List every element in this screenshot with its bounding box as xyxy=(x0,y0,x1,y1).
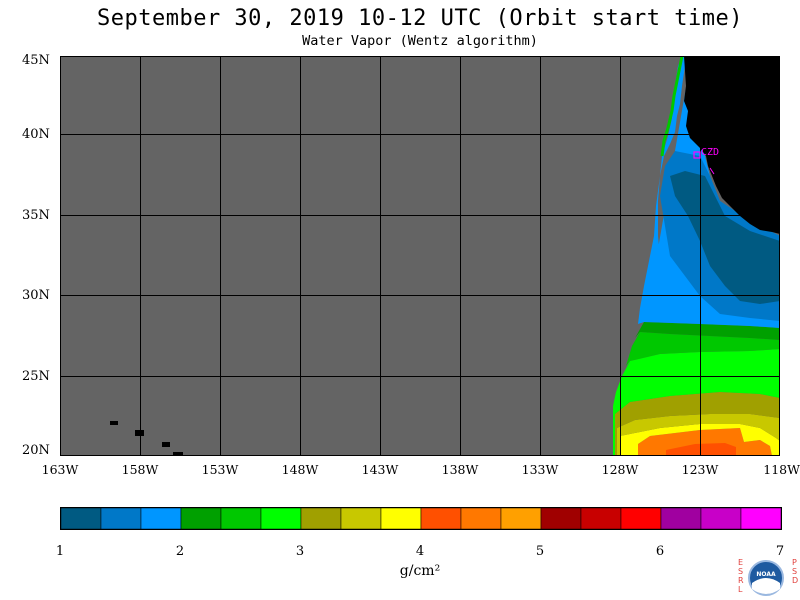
lon-label-118w: 118W xyxy=(763,462,800,477)
wv-band-3-6-3-8 xyxy=(617,414,780,456)
colorbar-swatch xyxy=(700,507,742,530)
colorbar-swatch xyxy=(540,507,582,530)
colorbar-tick-2: 2 xyxy=(175,544,185,559)
lon-label-163w: 163W xyxy=(41,462,79,477)
colorbar-swatch xyxy=(260,507,302,530)
lon-label-143w: 143W xyxy=(361,462,399,477)
colorbar-tick-5: 5 xyxy=(535,544,545,559)
colorbar-swatch xyxy=(60,507,102,530)
colorbar-swatch xyxy=(100,507,142,530)
map-subtitle: Water Vapor (Wentz algorithm) xyxy=(302,33,538,49)
colorbar-tick-4: 4 xyxy=(415,544,425,559)
colorbar-swatch xyxy=(300,507,342,530)
lon-label-123w: 123W xyxy=(681,462,719,477)
station-label-czd: CZD xyxy=(701,147,719,158)
colorbar-swatch xyxy=(420,507,462,530)
lat-label-45n: 45N xyxy=(22,53,50,68)
lon-label-158w: 158W xyxy=(121,462,159,477)
wv-band-2-3-2-6 xyxy=(626,332,780,366)
wv-band-2-2-3 xyxy=(635,322,780,340)
colorbar-swatch xyxy=(660,507,702,530)
colorbar-swatch xyxy=(500,507,542,530)
colorbar-tick-3: 3 xyxy=(295,544,305,559)
lat-lon-grid xyxy=(60,56,780,456)
coast-green-rim xyxy=(660,56,684,157)
colorbar-swatch xyxy=(220,507,262,530)
wv-band-2-6-3-3 xyxy=(613,349,780,456)
colorbar-swatch xyxy=(740,507,782,530)
colorbar-units: g/cm² xyxy=(399,563,441,579)
station-marker-czd xyxy=(693,151,701,159)
wv-band-1-1-3 xyxy=(670,171,780,304)
lon-label-128w: 128W xyxy=(601,462,639,477)
colorbar xyxy=(60,507,782,530)
water-vapor-map: CZD xyxy=(60,56,780,456)
colorbar-swatch xyxy=(180,507,222,530)
wv-band-3-8-4 xyxy=(620,424,780,456)
land-mass xyxy=(684,56,780,234)
lon-label-133w: 133W xyxy=(521,462,559,477)
lon-label-138w: 138W xyxy=(441,462,479,477)
colorbar-tick-6: 6 xyxy=(655,544,665,559)
colorbar-swatch xyxy=(620,507,662,530)
lon-label-153w: 153W xyxy=(201,462,239,477)
hawaiian-islands xyxy=(110,421,183,456)
colorbar-frame xyxy=(60,507,782,530)
colorbar-swatch xyxy=(380,507,422,530)
colorbar-swatch xyxy=(580,507,622,530)
lat-label-25n: 25N xyxy=(22,369,50,384)
lat-label-35n: 35N xyxy=(22,208,50,223)
station-marker-tick xyxy=(709,167,715,175)
map-frame xyxy=(60,56,780,456)
colorbar-swatch xyxy=(460,507,502,530)
colorbar-swatch xyxy=(140,507,182,530)
lat-label-40n: 40N xyxy=(22,127,50,142)
lon-label-148w: 148W xyxy=(281,462,319,477)
colorbar-tick-1: 1 xyxy=(55,544,65,559)
lat-label-30n: 30N xyxy=(22,288,50,303)
colorbar-swatch xyxy=(340,507,382,530)
wv-band-3-3-3-6 xyxy=(615,392,780,456)
colorbar-tick-7: 7 xyxy=(775,544,785,559)
lat-label-20n: 20N xyxy=(22,443,50,458)
map-title: September 30, 2019 10-12 UTC (Orbit star… xyxy=(96,6,744,31)
logo-noaa-text: NOAA xyxy=(756,571,776,578)
water-vapor-field xyxy=(613,56,780,456)
